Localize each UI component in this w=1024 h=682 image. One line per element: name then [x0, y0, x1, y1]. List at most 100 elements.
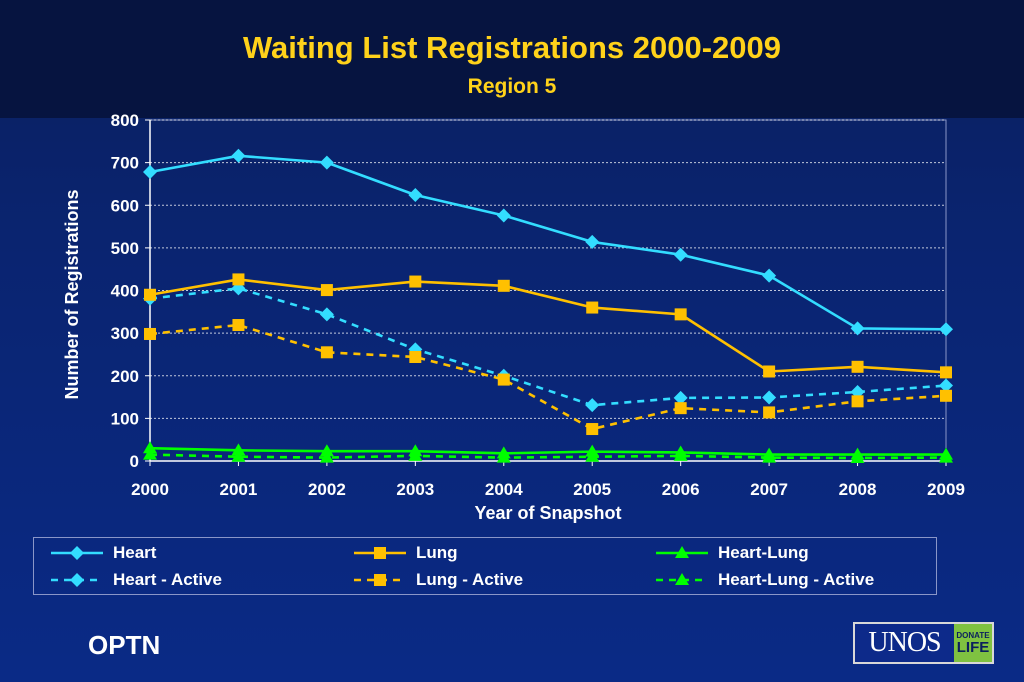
legend-swatch [51, 573, 103, 587]
data-point-heart-lung [939, 447, 953, 460]
y-tick-label: 800 [111, 111, 139, 130]
data-point-heart [319, 155, 334, 170]
x-axis-title: Year of Snapshot [474, 503, 621, 523]
data-point-heart-active [319, 307, 334, 322]
y-tick-label: 600 [111, 196, 139, 215]
x-tick-label: 2004 [485, 480, 523, 499]
legend-item: Heart - Active [49, 567, 222, 593]
legend-label: Lung - Active [416, 570, 524, 589]
data-point-heart-lung [585, 444, 600, 457]
legend-swatch [656, 546, 708, 558]
y-tick-label: 200 [111, 367, 139, 386]
data-point-heart [850, 321, 865, 336]
legend-swatch [354, 547, 406, 559]
data-point-lung [851, 360, 864, 373]
data-point-lung-active [409, 350, 422, 363]
data-point-heart-lung [850, 447, 865, 460]
x-tick-label: 2002 [308, 480, 346, 499]
data-point-lung [497, 279, 510, 292]
series-line-lung-active [149, 323, 947, 431]
data-point-lung [674, 308, 687, 321]
y-tick-label: 700 [111, 154, 139, 173]
data-point-lung-active [232, 319, 245, 332]
legend-label: Heart-Lung - Active [718, 570, 875, 589]
legend-item: Lung [352, 540, 458, 566]
legend-label: Lung [416, 543, 458, 562]
x-tick-label: 2009 [927, 480, 965, 499]
data-point-lung [940, 366, 952, 379]
y-tick-label: 500 [111, 239, 139, 258]
data-point-lung [144, 288, 156, 301]
y-axis-title: Number of Registrations [62, 189, 82, 399]
legend-label: Heart-Lung [718, 543, 809, 562]
x-tick-label: 2008 [839, 480, 877, 499]
data-point-heart-active [939, 378, 953, 393]
data-point-lung-active [763, 406, 776, 419]
series-line-heart-active [149, 287, 947, 407]
donate-life-badge-line1: DONATE [956, 630, 990, 640]
data-point-heart-active [673, 390, 688, 405]
x-tick-label: 2000 [131, 480, 169, 499]
data-point-heart [762, 268, 777, 283]
data-point-heart-lung [496, 446, 511, 459]
y-tick-label: 400 [111, 282, 139, 301]
data-point-heart [496, 208, 511, 223]
data-point-heart-lung [319, 444, 334, 457]
data-point-lung [232, 273, 245, 286]
data-point-lung-active [940, 389, 952, 402]
data-point-heart-active [585, 398, 600, 413]
data-point-heart-lung-active [231, 449, 246, 462]
data-point-heart-lung-active [319, 450, 334, 463]
data-point-lung-active [674, 402, 687, 415]
data-point-heart [939, 322, 953, 337]
y-tick-label: 300 [111, 324, 139, 343]
data-point-heart [585, 234, 600, 249]
legend-item: Heart-Lung [654, 540, 809, 566]
data-point-lung [320, 284, 333, 297]
data-point-lung-active [144, 327, 156, 340]
donate-life-badge-line2: LIFE [956, 638, 990, 656]
unos-logo-text: UNOS [868, 627, 941, 658]
chart-legend: Heart Lung Heart-Lung Heart - Active Lung - … [33, 537, 937, 595]
data-point-heart-lung-active [143, 447, 157, 460]
series-line-lung [149, 278, 947, 374]
unos-logo: UNOS DONATE LIFE [853, 622, 994, 664]
data-point-lung [763, 365, 776, 378]
y-tick-label: 0 [130, 452, 139, 471]
series-line-heart-lung-active [149, 453, 947, 460]
legend-item: Heart-Lung - Active [654, 567, 874, 593]
data-point-lung-active [320, 346, 333, 359]
data-point-heart [673, 247, 688, 262]
data-point-lung-active [851, 395, 864, 408]
legend-swatch [656, 573, 708, 585]
series-line-heart-lung [149, 446, 946, 456]
legend-item: Lung - Active [352, 567, 523, 593]
legend-item: Heart [49, 540, 156, 566]
x-tick-label: 2001 [220, 480, 258, 499]
x-tick-label: 2006 [662, 480, 700, 499]
y-tick-label: 100 [111, 409, 139, 428]
data-point-heart-lung [231, 443, 246, 456]
data-point-heart-lung [143, 441, 157, 454]
data-point-heart [231, 148, 246, 163]
data-point-heart-active [762, 390, 777, 405]
optn-label: OPTN [88, 630, 161, 660]
donate-life-badge: DONATE LIFE [954, 624, 992, 662]
x-tick-label: 2007 [750, 480, 788, 499]
data-point-heart-lung [762, 447, 777, 460]
series-line-heart [149, 154, 947, 331]
header-band [0, 0, 1024, 118]
data-point-lung [409, 275, 422, 288]
legend-label: Heart - Active [113, 570, 222, 589]
data-point-heart [408, 188, 423, 203]
chart-subtitle: Region 5 [467, 75, 557, 98]
legend-swatch [354, 574, 406, 586]
data-point-lung-active [497, 373, 510, 386]
chart-title: Waiting List Registrations 2000-2009 [242, 30, 782, 65]
x-tick-label: 2005 [573, 480, 611, 499]
data-point-lung-active [586, 423, 599, 436]
data-point-heart [143, 165, 157, 180]
data-point-lung [586, 301, 599, 314]
data-point-heart-lung [408, 444, 423, 457]
